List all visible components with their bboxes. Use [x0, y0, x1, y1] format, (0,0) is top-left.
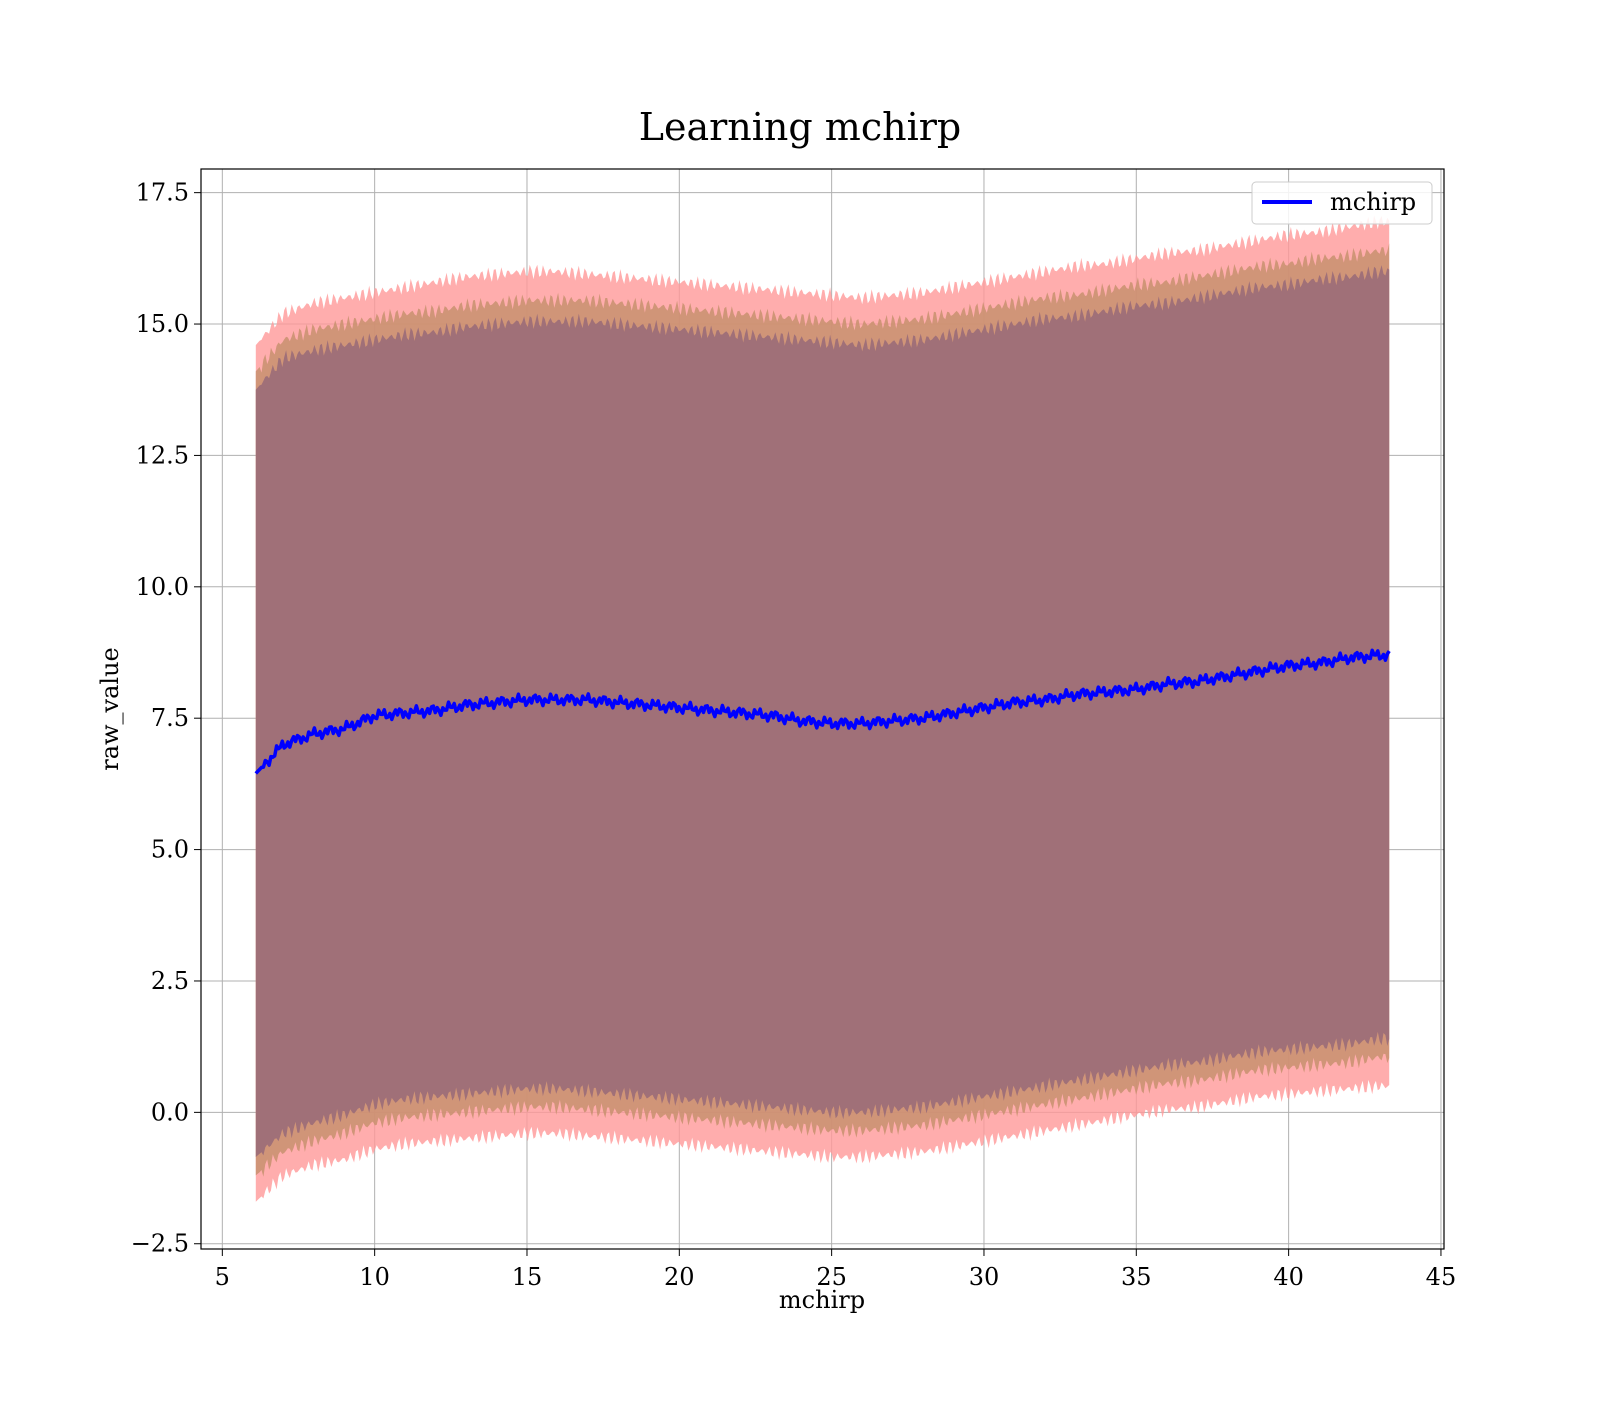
x-tick-label: 40: [1273, 1263, 1304, 1291]
series-line: [254, 648, 1391, 775]
x-tick-label: 30: [969, 1263, 1000, 1291]
y-tick-label: 7.5: [151, 704, 189, 732]
plot-frame: [200, 168, 1445, 1250]
series-lines: [254, 648, 1391, 775]
x-tick-label: 5: [215, 1263, 230, 1291]
x-axis-label: mchirp: [779, 1286, 865, 1314]
x-tick-label: 45: [1426, 1263, 1457, 1291]
x-tick-label: 15: [512, 1263, 543, 1291]
x-tick-label: 25: [816, 1263, 847, 1291]
x-tick-label: 20: [664, 1263, 695, 1291]
y-tick-label: −2.5: [131, 1230, 189, 1258]
y-tick-label: 10.0: [136, 573, 189, 601]
x-tick-label: 35: [1121, 1263, 1152, 1291]
legend-box: [1251, 181, 1433, 225]
legend-label: mchirp: [1330, 188, 1416, 216]
confidence-bands: [255, 215, 1390, 1202]
y-tick-label: 5.0: [151, 836, 189, 864]
y-tick-label: 12.5: [136, 441, 189, 469]
y-tick-label: 15.0: [136, 310, 189, 338]
x-axis-ticks: 5 10 15 20 25 30 35 40 45: [215, 1249, 1457, 1291]
band-inner: [255, 265, 1390, 1158]
y-tick-label: 2.5: [151, 967, 189, 995]
y-tick-label: 17.5: [136, 179, 189, 207]
chart-title: Learning mchirp: [639, 105, 961, 149]
y-axis-label: raw_value: [96, 647, 124, 771]
x-tick-label: 10: [359, 1263, 390, 1291]
legend: mchirp: [1251, 181, 1433, 225]
y-axis-ticks: −2.5 0.0 2.5 5.0 7.5 10.0 12.5 15.0 17.5: [131, 179, 201, 1258]
y-tick-label: 0.0: [151, 1098, 189, 1126]
